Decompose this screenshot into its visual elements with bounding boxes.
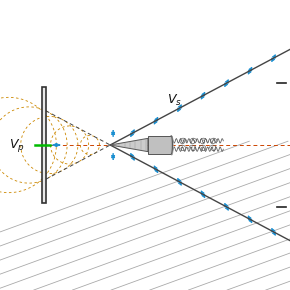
Text: $V_p$: $V_p$ [9, 137, 25, 153]
Bar [42, 87, 46, 203]
Bar [148, 136, 171, 154]
Text: $V_s$: $V_s$ [166, 93, 182, 108]
Polygon shape [110, 138, 148, 152]
